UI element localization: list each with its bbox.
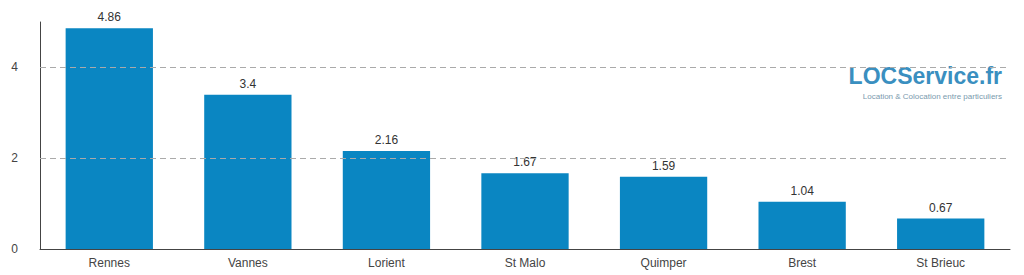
- svg-text:1.67: 1.67: [513, 155, 537, 169]
- svg-text:Quimper: Quimper: [641, 256, 687, 270]
- svg-text:St Brieuc: St Brieuc: [916, 256, 965, 270]
- svg-text:1.04: 1.04: [790, 184, 814, 198]
- svg-text:Rennes: Rennes: [89, 256, 130, 270]
- svg-text:Vannes: Vannes: [228, 256, 268, 270]
- svg-text:0.67: 0.67: [929, 201, 953, 215]
- svg-text:4: 4: [11, 60, 18, 74]
- svg-text:0: 0: [11, 242, 18, 256]
- svg-text:4.86: 4.86: [98, 10, 122, 24]
- svg-text:1.59: 1.59: [652, 159, 676, 173]
- svg-text:Location & Colocation entre pa: Location & Colocation entre particuliers: [863, 92, 1002, 101]
- svg-text:2.16: 2.16: [375, 133, 399, 147]
- svg-text:Brest: Brest: [788, 256, 817, 270]
- svg-text:2: 2: [11, 151, 18, 165]
- svg-text:St Malo: St Malo: [505, 256, 546, 270]
- svg-text:Lorient: Lorient: [368, 256, 405, 270]
- svg-text:LOCService.fr: LOCService.fr: [849, 63, 1002, 89]
- svg-text:3.4: 3.4: [240, 77, 257, 91]
